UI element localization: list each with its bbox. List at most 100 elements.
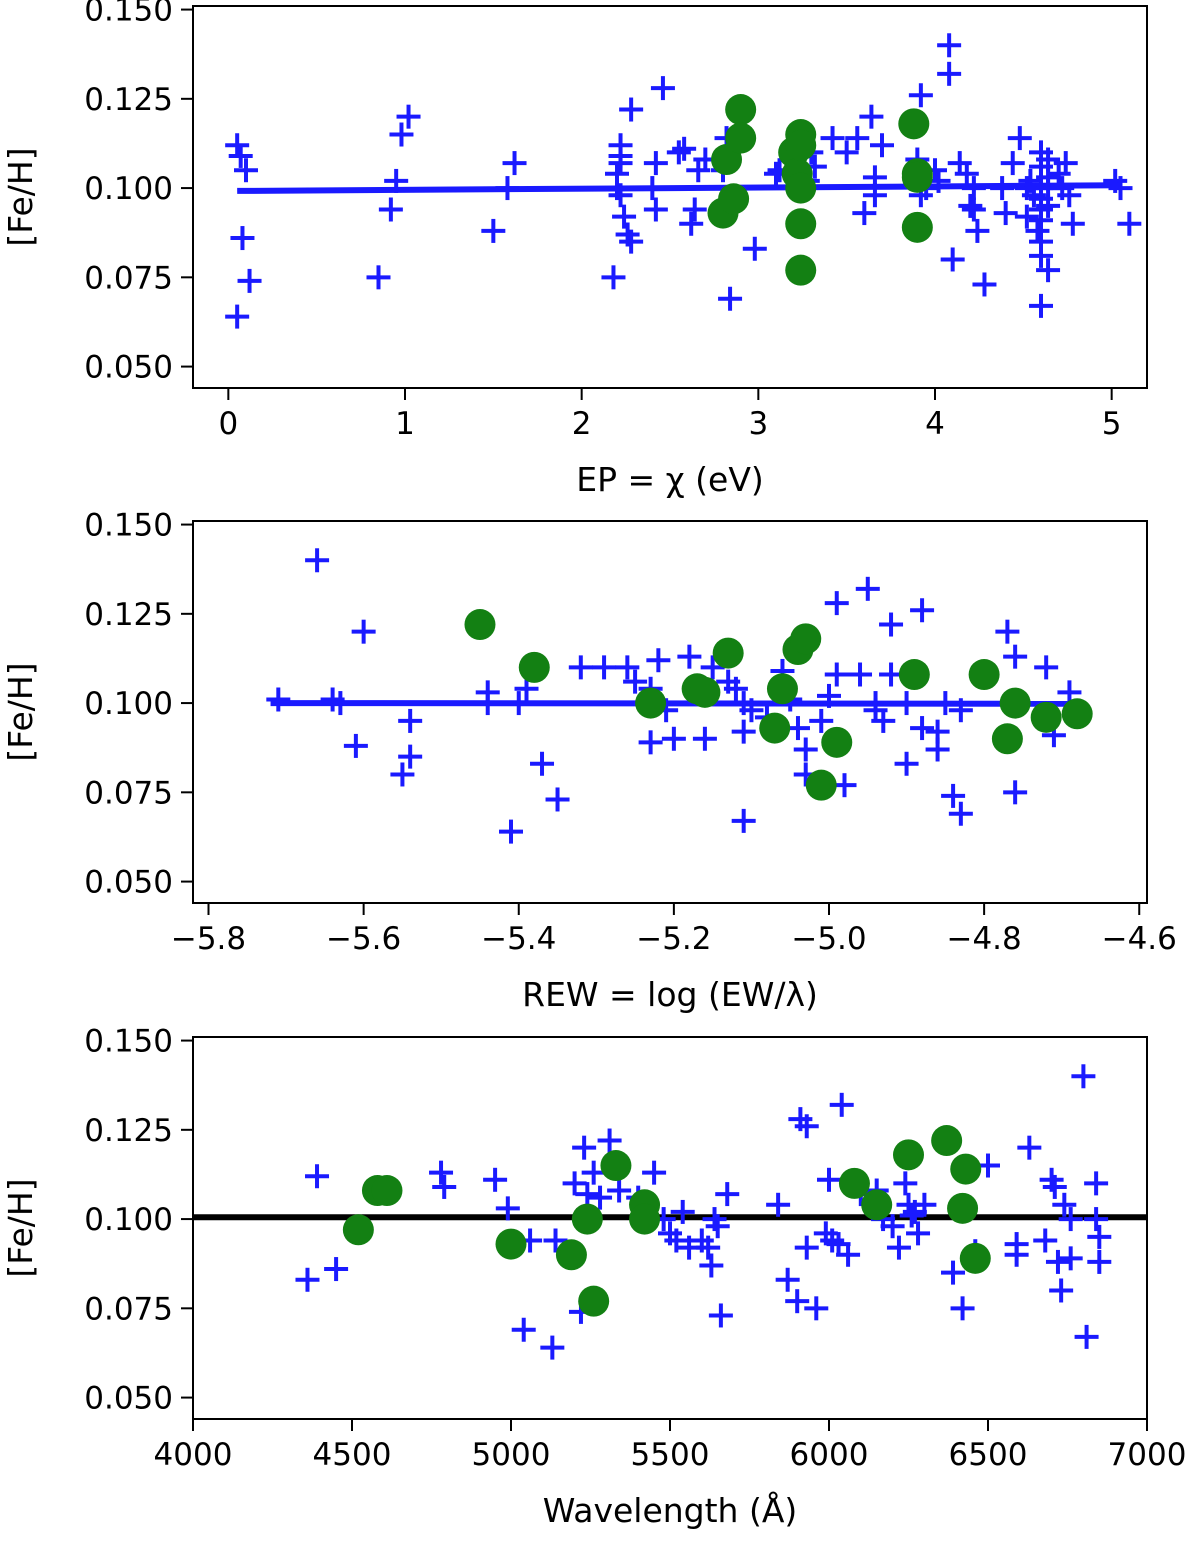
x-axis-label: REW = log (EW/λ) bbox=[522, 975, 818, 1014]
plus-marker bbox=[670, 1199, 695, 1224]
plus-marker bbox=[324, 1257, 349, 1282]
y-axis-label: [Fe/H] bbox=[1, 147, 40, 246]
y-tick-label: 0.075 bbox=[84, 775, 173, 811]
circle-marker bbox=[999, 687, 1031, 719]
plus-marker bbox=[230, 226, 255, 251]
circle-marker bbox=[790, 623, 822, 655]
x-tick-label: −4.8 bbox=[946, 921, 1021, 957]
x-tick-label: 4 bbox=[925, 406, 945, 442]
plus-marker bbox=[700, 655, 725, 680]
plus-marker bbox=[870, 133, 894, 158]
x-tick-label: 7000 bbox=[1108, 1437, 1187, 1473]
circle-marker bbox=[838, 1167, 870, 1199]
plus-marker bbox=[677, 644, 702, 669]
plus-marker bbox=[568, 655, 593, 680]
circle-marker bbox=[1030, 701, 1062, 733]
plus-marker bbox=[1033, 1228, 1058, 1253]
y-tick-label: 0.075 bbox=[84, 1291, 173, 1327]
plus-marker bbox=[950, 1296, 975, 1321]
y-tick-label: 0.075 bbox=[84, 260, 173, 296]
plus-marker bbox=[948, 801, 973, 826]
plus-marker bbox=[894, 691, 919, 716]
plus-marker bbox=[1117, 211, 1142, 236]
chart-panel-3: 0.050 0.075 0.100 0.125 0.150 4000 4500 5000 550… bbox=[1, 1024, 1186, 1530]
plus-marker bbox=[933, 691, 958, 716]
y-tick-label: 0.150 bbox=[84, 1024, 173, 1060]
plus-marker bbox=[592, 655, 617, 680]
plus-marker bbox=[1071, 1064, 1096, 1089]
circle-marker bbox=[785, 254, 817, 286]
plus-marker bbox=[612, 204, 637, 229]
circle-marker bbox=[785, 172, 817, 204]
plus-marker bbox=[961, 176, 986, 201]
x-tick-label: 5 bbox=[1102, 406, 1122, 442]
plus-marker bbox=[1007, 126, 1032, 151]
plus-marker bbox=[228, 143, 253, 168]
plus-marker bbox=[899, 1203, 924, 1228]
plus-marker bbox=[1053, 151, 1078, 176]
y-tick-label: 0.100 bbox=[84, 686, 173, 722]
fit-line bbox=[237, 182, 1121, 194]
plus-marker bbox=[343, 733, 368, 758]
plus-marker bbox=[514, 676, 539, 701]
plus-marker bbox=[1004, 1242, 1029, 1267]
plus-marker bbox=[1029, 293, 1053, 318]
plus-marker bbox=[429, 1160, 454, 1185]
plus-marker bbox=[886, 1235, 911, 1260]
y-axis-label: [Fe/H] bbox=[1, 662, 40, 761]
circle-marker bbox=[600, 1150, 632, 1182]
chart-panel-2: 0.050 0.075 0.100 0.125 0.150 −5.8 −5.6 −5.4 −5.… bbox=[1, 508, 1177, 1014]
plus-marker bbox=[1087, 1249, 1112, 1274]
plus-marker bbox=[581, 1160, 606, 1185]
circle-marker bbox=[712, 637, 744, 669]
plus-marker bbox=[718, 286, 743, 311]
plus-marker bbox=[793, 737, 818, 762]
plus-marker bbox=[1045, 1249, 1070, 1274]
plus-marker bbox=[1034, 655, 1059, 680]
plus-marker bbox=[295, 1267, 320, 1292]
plus-marker bbox=[848, 662, 873, 687]
x-tick-label: 0 bbox=[218, 406, 238, 442]
circle-marker bbox=[555, 1239, 587, 1271]
plus-marker bbox=[871, 708, 896, 733]
y-tick-label: 0.050 bbox=[84, 1381, 173, 1417]
plus-marker bbox=[378, 197, 403, 222]
plus-marker bbox=[1025, 218, 1050, 243]
plus-marker bbox=[1087, 1224, 1112, 1249]
plus-marker bbox=[829, 1092, 854, 1117]
plus-marker bbox=[328, 691, 353, 716]
plus-marker bbox=[1036, 193, 1061, 218]
y-tick-label: 0.150 bbox=[84, 508, 173, 544]
plus-marker bbox=[638, 730, 663, 755]
plus-marker bbox=[961, 197, 986, 222]
plus-marker bbox=[731, 719, 756, 744]
plus-marker bbox=[225, 133, 250, 158]
plus-marker bbox=[817, 1167, 841, 1192]
plus-marker bbox=[650, 76, 675, 101]
y-axis-label: [Fe/H] bbox=[1, 1178, 40, 1277]
plus-marker bbox=[511, 1317, 536, 1342]
plus-marker bbox=[739, 698, 764, 723]
plus-marker bbox=[910, 716, 935, 741]
plus-marker bbox=[894, 751, 919, 776]
circle-marker bbox=[725, 122, 757, 154]
plus-marker bbox=[1000, 151, 1025, 176]
circle-marker bbox=[968, 659, 1000, 691]
x-tick-label: 2 bbox=[572, 406, 592, 442]
plus-marker bbox=[794, 1114, 819, 1139]
circle-marker bbox=[342, 1214, 374, 1246]
plus-marker bbox=[234, 158, 258, 183]
plus-marker bbox=[643, 151, 668, 176]
plus-marker bbox=[679, 211, 704, 236]
circle-marker bbox=[785, 129, 817, 161]
plus-marker bbox=[588, 1185, 613, 1210]
x-tick-label: −5.2 bbox=[636, 921, 711, 957]
plus-marker bbox=[834, 140, 859, 165]
x-tick-label: 6500 bbox=[949, 1437, 1028, 1473]
plus-marker bbox=[661, 726, 686, 751]
plus-marker bbox=[623, 669, 648, 694]
plus-marker bbox=[475, 691, 500, 716]
plus-marker bbox=[682, 197, 707, 222]
plus-marker bbox=[925, 737, 950, 762]
plus-marker bbox=[575, 1182, 600, 1207]
